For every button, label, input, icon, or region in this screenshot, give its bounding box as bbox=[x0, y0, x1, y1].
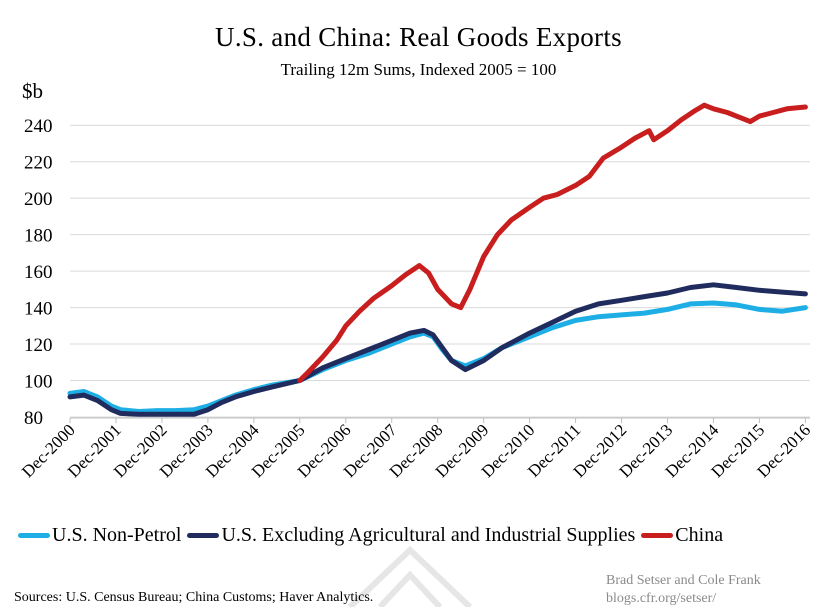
y-tick-label: 140 bbox=[24, 299, 53, 320]
gridlines bbox=[70, 124, 810, 418]
watermark-logo-icon bbox=[347, 545, 473, 607]
legend-item-2: China bbox=[641, 524, 723, 547]
credit-authors: Brad Setser and Cole Frank bbox=[606, 573, 761, 588]
legend-swatch bbox=[18, 533, 50, 538]
series-line-0 bbox=[67, 300, 808, 414]
legend: U.S. Non-Petrol U.S. Excluding Agricultur… bbox=[18, 524, 729, 547]
y-tick-label: 200 bbox=[24, 189, 53, 210]
legend-swatch bbox=[187, 533, 220, 538]
series-lines bbox=[67, 102, 808, 417]
y-tick-labels: 80 100 120 140 160 180 200 220 240 bbox=[24, 116, 53, 429]
y-tick-label: 80 bbox=[24, 408, 43, 429]
credit-url: blogs.cfr.org/setser/ bbox=[606, 591, 717, 606]
series-line-1 bbox=[67, 282, 808, 417]
legend-swatch bbox=[641, 533, 674, 538]
x-tick-labels: Dec-2000Dec-2001Dec-2002Dec-2003Dec-2004… bbox=[18, 418, 814, 481]
y-tick-label: 120 bbox=[24, 335, 53, 356]
y-tick-label: 220 bbox=[24, 153, 53, 174]
legend-label: U.S. Excluding Agricultural and Industri… bbox=[221, 524, 636, 546]
legend-label: China bbox=[675, 524, 724, 546]
credit: Brad Setser and Cole Frank blogs.cfr.org… bbox=[606, 572, 761, 608]
chart-title: U.S. and China: Real Goods Exports bbox=[215, 22, 622, 52]
series-line-2 bbox=[297, 102, 808, 383]
y-tick-label: 240 bbox=[24, 116, 53, 137]
y-axis-unit-label: $b bbox=[22, 79, 43, 103]
y-tick-label: 180 bbox=[24, 226, 53, 247]
legend-label: U.S. Non-Petrol bbox=[52, 524, 182, 546]
chart-plot: 80 100 120 140 160 180 200 220 240 Dec-2000Dec-2… bbox=[18, 79, 814, 481]
source-note: Sources: U.S. Census Bureau; China Custo… bbox=[14, 590, 374, 605]
legend-item-0: U.S. Non-Petrol bbox=[18, 524, 181, 547]
chart-subtitle: Trailing 12m Sums, Indexed 2005 = 100 bbox=[280, 60, 557, 79]
y-tick-label: 160 bbox=[24, 262, 53, 283]
y-tick-label: 100 bbox=[24, 372, 53, 393]
legend-item-1: U.S. Excluding Agricultural and Industri… bbox=[187, 524, 635, 547]
